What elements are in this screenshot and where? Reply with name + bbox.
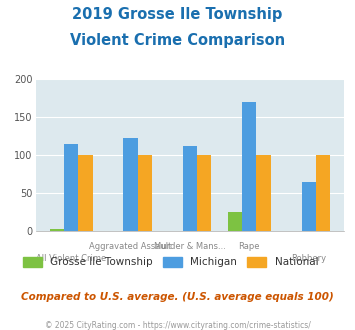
Text: Robbery: Robbery [291, 254, 326, 263]
Text: Compared to U.S. average. (U.S. average equals 100): Compared to U.S. average. (U.S. average … [21, 292, 334, 302]
Bar [197, 155, 211, 231]
Bar [316, 155, 330, 231]
Bar [50, 229, 64, 231]
Bar [78, 155, 93, 231]
Bar [124, 138, 138, 231]
Bar [302, 182, 316, 231]
Bar [183, 146, 197, 231]
Text: © 2025 CityRating.com - https://www.cityrating.com/crime-statistics/: © 2025 CityRating.com - https://www.city… [45, 321, 310, 330]
Text: Aggravated Assault: Aggravated Assault [89, 242, 172, 250]
Bar [64, 144, 78, 231]
Legend: Grosse Ile Township, Michigan, National: Grosse Ile Township, Michigan, National [23, 257, 318, 267]
Text: Rape: Rape [239, 242, 260, 250]
Text: All Violent Crime: All Violent Crime [36, 254, 106, 263]
Bar [256, 155, 271, 231]
Bar [138, 155, 152, 231]
Text: Violent Crime Comparison: Violent Crime Comparison [70, 33, 285, 48]
Text: Murder & Mans...: Murder & Mans... [154, 242, 226, 250]
Bar [242, 102, 256, 231]
Text: 2019 Grosse Ile Township: 2019 Grosse Ile Township [72, 7, 283, 21]
Bar [228, 212, 242, 231]
